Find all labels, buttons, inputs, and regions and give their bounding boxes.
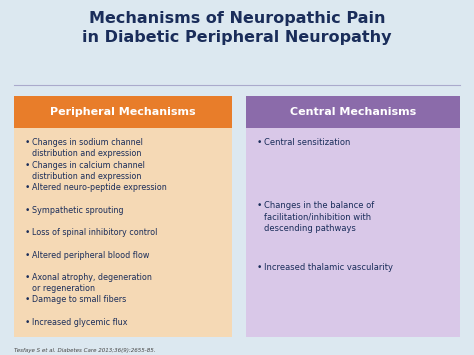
Text: •: • <box>25 160 30 170</box>
Text: Increased glycemic flux: Increased glycemic flux <box>32 318 128 327</box>
Text: Changes in sodium channel
distribution and expression: Changes in sodium channel distribution a… <box>32 138 143 158</box>
Text: Altered peripheral blood flow: Altered peripheral blood flow <box>32 251 150 260</box>
Text: Tesfaye S et al. Diabetes Care 2013;36(9):2655-85.: Tesfaye S et al. Diabetes Care 2013;36(9… <box>14 348 156 353</box>
Text: •: • <box>257 138 262 147</box>
FancyBboxPatch shape <box>14 128 232 337</box>
Text: Mechanisms of Neuropathic Pain
in Diabetic Peripheral Neuropathy: Mechanisms of Neuropathic Pain in Diabet… <box>82 11 392 45</box>
Text: •: • <box>25 138 30 147</box>
Text: Axonal atrophy, degeneration
or regeneration: Axonal atrophy, degeneration or regenera… <box>32 273 152 293</box>
Text: •: • <box>25 295 30 305</box>
Text: Changes in calcium channel
distribution and expression: Changes in calcium channel distribution … <box>32 160 145 181</box>
FancyBboxPatch shape <box>14 96 232 128</box>
Text: •: • <box>25 228 30 237</box>
Text: •: • <box>257 263 262 272</box>
Text: Loss of spinal inhibitory control: Loss of spinal inhibitory control <box>32 228 158 237</box>
FancyBboxPatch shape <box>246 96 460 128</box>
Text: Altered neuro-peptide expression: Altered neuro-peptide expression <box>32 183 167 192</box>
Text: •: • <box>25 318 30 327</box>
Text: •: • <box>25 273 30 282</box>
Text: Central Mechanisms: Central Mechanisms <box>290 107 416 117</box>
Text: •: • <box>25 206 30 214</box>
Text: •: • <box>257 201 262 209</box>
Text: Increased thalamic vascularity: Increased thalamic vascularity <box>264 263 393 272</box>
Text: •: • <box>25 183 30 192</box>
Text: •: • <box>25 251 30 260</box>
Text: Peripheral Mechanisms: Peripheral Mechanisms <box>50 107 196 117</box>
Text: Damage to small fibers: Damage to small fibers <box>32 295 127 305</box>
FancyBboxPatch shape <box>246 128 460 337</box>
Text: Changes in the balance of
facilitation/inhibition with
descending pathways: Changes in the balance of facilitation/i… <box>264 201 375 233</box>
Text: Central sensitization: Central sensitization <box>264 138 351 147</box>
Text: Sympathetic sprouting: Sympathetic sprouting <box>32 206 124 214</box>
